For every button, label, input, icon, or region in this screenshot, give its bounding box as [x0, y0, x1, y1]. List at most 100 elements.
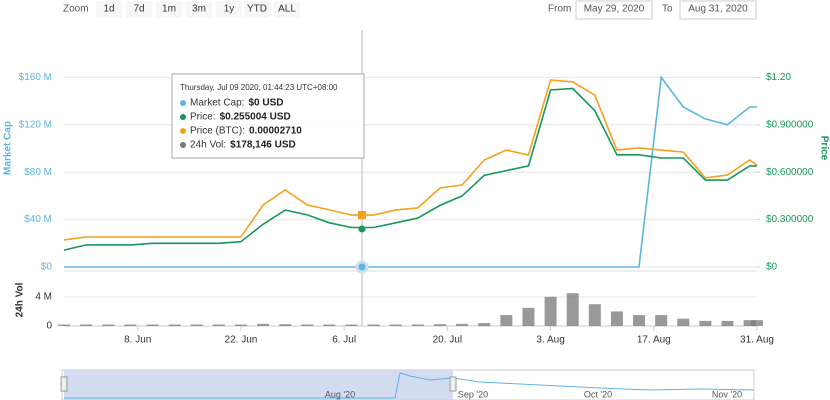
zoom-label: Zoom: [63, 4, 89, 15]
zoom-button-label[interactable]: ALL: [278, 4, 296, 15]
navigator-handle[interactable]: [60, 376, 68, 392]
volume-bar: [279, 324, 292, 326]
zoom-button-label[interactable]: 3m: [192, 4, 206, 15]
x-tick-label: 3. Aug: [536, 335, 564, 346]
zoom-button[interactable]: [244, 1, 270, 18]
tooltip-title: Thursday, Jul 09 2020, 01:44:23 UTC+08:0…: [180, 83, 338, 92]
y-tick-label: $40 M: [24, 214, 52, 225]
volume-bar: [699, 320, 712, 326]
zoom-button[interactable]: [96, 1, 122, 18]
y2-tick-label: $1.20: [766, 72, 791, 83]
to-input[interactable]: [679, 0, 757, 20]
y-tick-label: $120 M: [19, 119, 52, 130]
zoom-button[interactable]: [186, 1, 212, 18]
volume-bar: [544, 296, 557, 326]
volume-bar: [323, 324, 336, 326]
navigator-line: [64, 372, 755, 399]
volume-bar: [234, 324, 247, 326]
from-value[interactable]: May 29, 2020: [584, 4, 645, 15]
volume-bar: [190, 324, 203, 326]
volume-bar: [588, 304, 601, 326]
y2-axis-title: Price: [818, 136, 829, 161]
zoom-button[interactable]: [216, 1, 242, 18]
y-axis-title: Market Cap: [3, 121, 14, 175]
volume-bar: [146, 324, 159, 326]
tooltip-swatch: [180, 128, 186, 134]
volume-bar: [257, 323, 270, 326]
navigator-selection[interactable]: [64, 370, 453, 400]
to-label: To: [662, 4, 673, 15]
y-tick-label: $0: [41, 262, 53, 273]
y2-tick-label: $0.600000: [766, 167, 814, 178]
x-tick-label: 22. Jun: [225, 335, 258, 346]
navigator-handle[interactable]: [449, 376, 457, 392]
volume-bar: [522, 307, 535, 326]
volume-bar: [456, 323, 469, 326]
volume-bar: [124, 324, 137, 326]
zoom-button-label[interactable]: 7d: [133, 4, 144, 15]
navigator-label: Aug '20: [325, 389, 355, 399]
tooltip-value: $0.255004 USD: [220, 112, 291, 123]
zoom-button-label[interactable]: 1d: [103, 4, 114, 15]
y2-tick-label: $0.900000: [766, 119, 814, 130]
volume-bar: [655, 315, 668, 326]
zoom-button-label[interactable]: 1m: [162, 4, 176, 15]
x-tick-label: 8. Jun: [124, 335, 151, 346]
volume-bar: [58, 324, 70, 326]
tooltip-swatch: [180, 100, 186, 106]
volume-bar: [721, 320, 734, 326]
x-tick-label: 20. Jul: [433, 335, 462, 346]
from-label: From: [548, 4, 571, 15]
volume-bar: [610, 311, 623, 326]
x-tick-label: 31. Aug: [740, 335, 774, 346]
navigator-label: Nov '20: [712, 389, 742, 399]
tooltip-swatch: [180, 142, 186, 148]
tooltip-value: 0.00002710: [249, 126, 302, 137]
tooltip-label: Market Cap:: [190, 98, 244, 109]
volume-bar: [389, 324, 402, 326]
tooltip-value: $0 USD: [248, 98, 283, 109]
volume-bar: [633, 315, 646, 326]
series-line: [63, 79, 758, 241]
tooltip-label: 24h Vol:: [190, 140, 226, 151]
volume-bar: [500, 315, 513, 326]
hover-marker: [358, 225, 366, 233]
volume-bar: [102, 324, 115, 326]
volume-bar: [743, 320, 756, 326]
x-tick-label: 6. Jul: [332, 335, 356, 346]
hover-marker: [355, 260, 369, 274]
vol-tick-label: 0: [46, 321, 52, 332]
zoom-button[interactable]: [274, 1, 300, 18]
navigator-label: Sep '20: [458, 389, 488, 399]
hover-marker: [358, 211, 366, 219]
vol-tick-label: 4 M: [35, 291, 52, 302]
x-tick-label: 17. Aug: [637, 335, 671, 346]
y-tick-label: $80 M: [24, 167, 52, 178]
volume-bar: [212, 324, 225, 326]
tooltip: [171, 73, 365, 159]
to-value[interactable]: Aug 31, 2020: [688, 4, 748, 15]
series-line: [64, 75, 757, 268]
series-line: [63, 87, 757, 251]
navigator-label: Oct '20: [584, 389, 612, 399]
volume-bar: [411, 324, 424, 326]
volume-bar: [478, 323, 491, 326]
volume-bar: [301, 324, 314, 326]
from-input[interactable]: [575, 0, 653, 20]
volume-bar: [751, 320, 763, 326]
tooltip-swatch: [180, 114, 186, 120]
y-tick-label: $160 M: [19, 72, 52, 83]
tooltip-label: Price (BTC):: [190, 126, 245, 137]
zoom-button-label[interactable]: 1y: [224, 4, 235, 15]
vol-axis-title: 24h Vol: [15, 282, 26, 317]
zoom-button[interactable]: [156, 1, 182, 18]
volume-bar: [80, 324, 93, 326]
zoom-button-label[interactable]: YTD: [247, 4, 267, 15]
zoom-button[interactable]: [126, 1, 152, 18]
volume-bar: [168, 324, 181, 326]
volume-bar: [345, 324, 358, 326]
y2-tick-label: $0: [766, 262, 778, 273]
tooltip-value: $178,146 USD: [230, 140, 296, 151]
y2-tick-label: $0.300000: [766, 214, 814, 225]
